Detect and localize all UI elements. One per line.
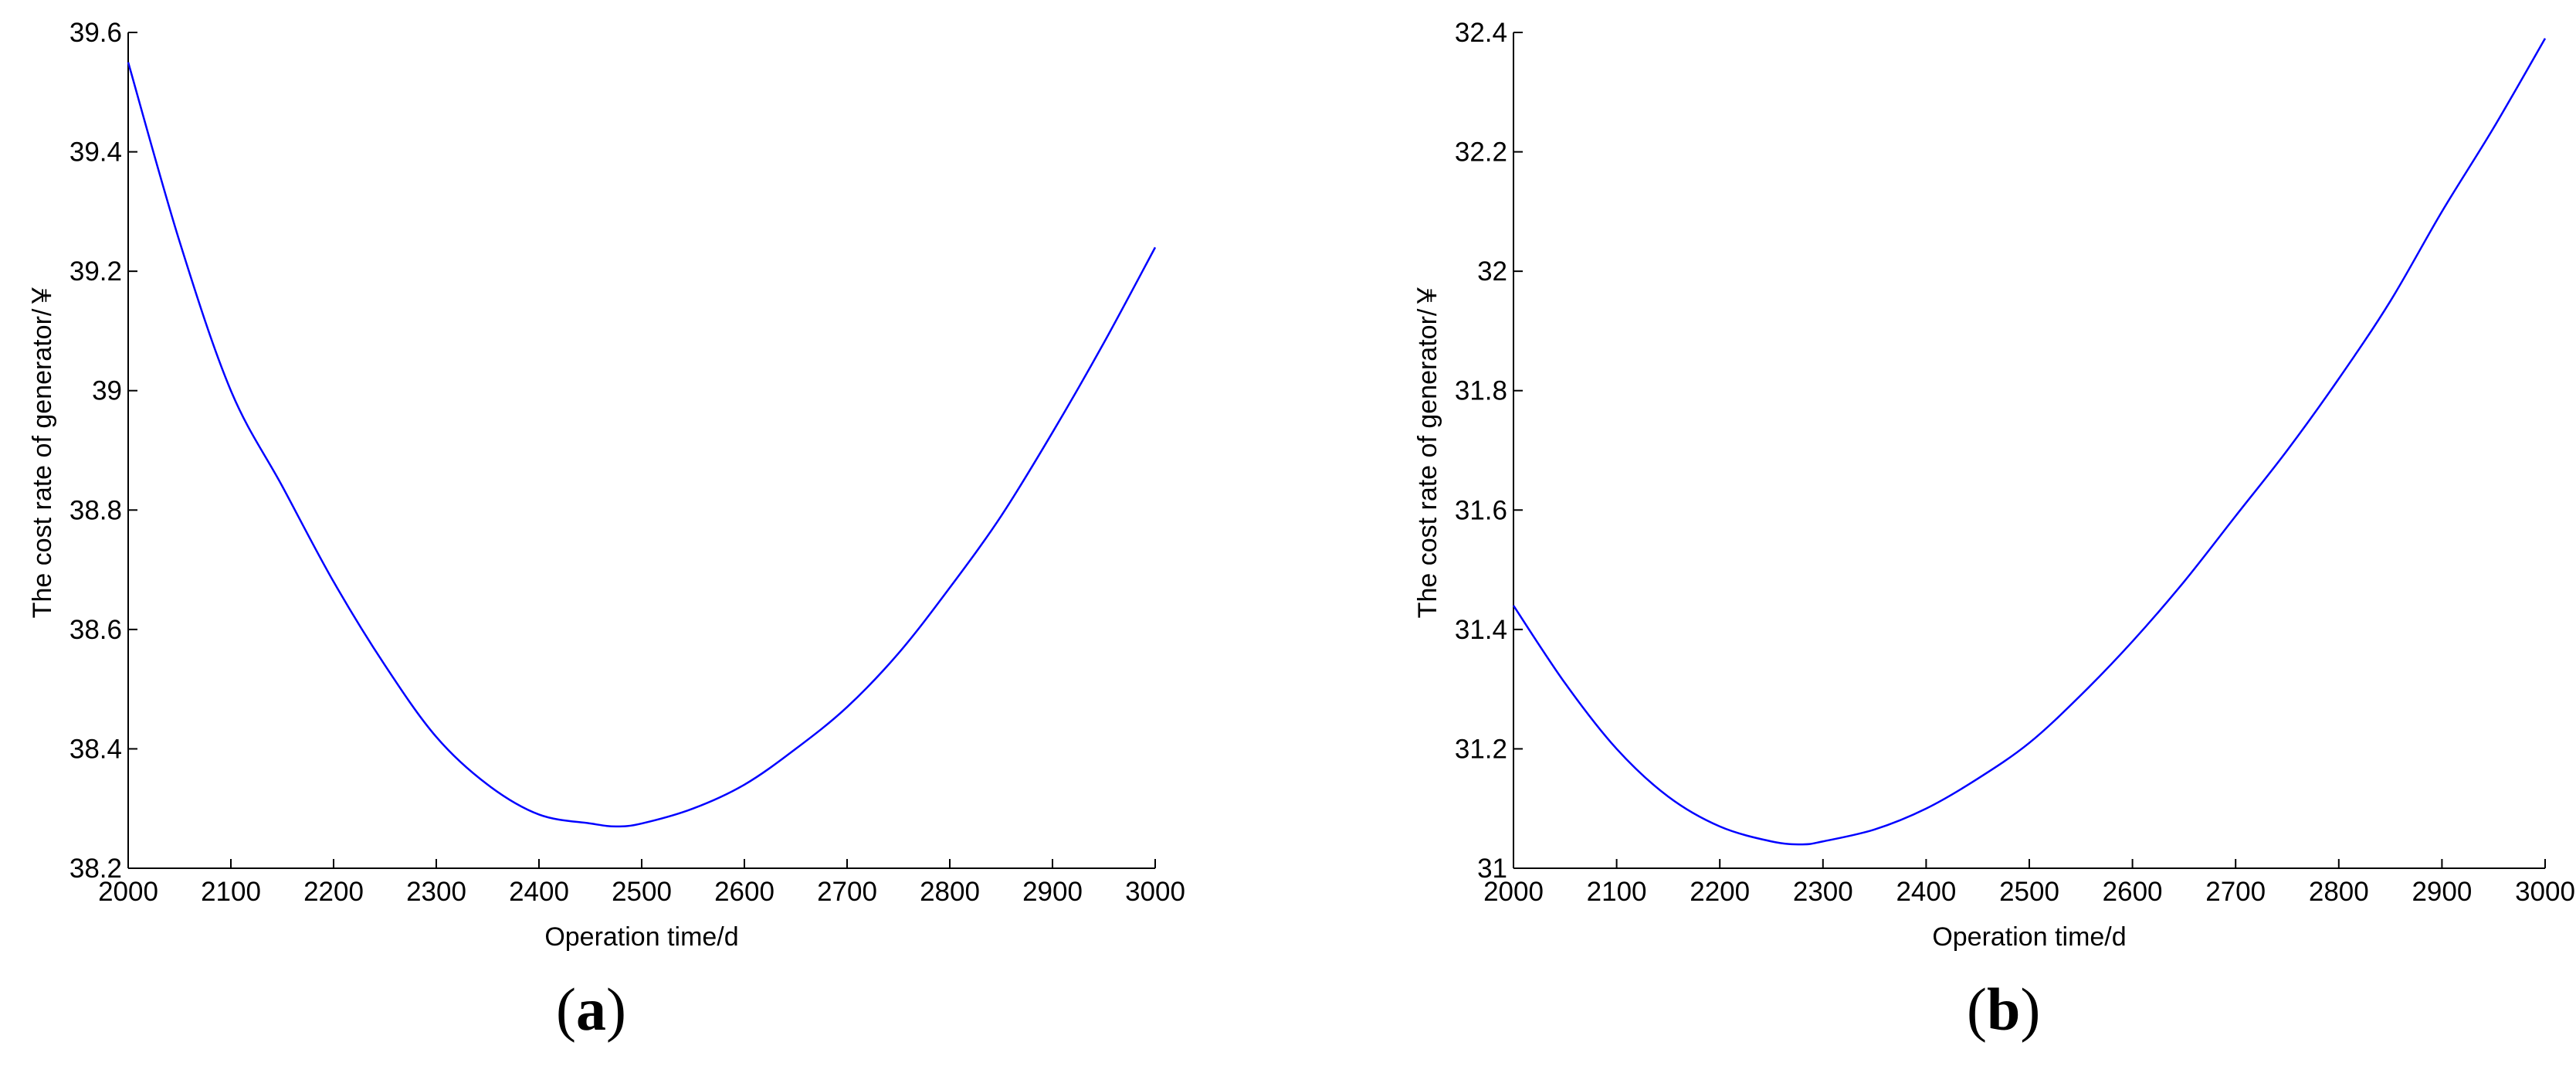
x-tick-label: 2500 <box>612 877 672 907</box>
panel-label-b: (b) <box>1967 976 2041 1043</box>
x-tick-label: 3000 <box>1125 877 1185 907</box>
x-axis-label: Operation time/d <box>1932 922 2126 952</box>
chart-panel-a: 2000 2100 2200 2300 2400 2500 2600 2700 2800 2900… <box>28 18 1185 1043</box>
y-tick-label: 39.6 <box>69 18 122 48</box>
x-tick-label: 2300 <box>406 877 466 907</box>
y-tick-label: 32 <box>1477 256 1507 287</box>
x-tick-label: 2400 <box>509 877 569 907</box>
series-line-a <box>127 62 1157 828</box>
series-line-b <box>1512 38 2547 846</box>
y-tick-label: 32.2 <box>1455 137 1507 168</box>
x-tick-label: 2200 <box>1690 877 1750 907</box>
line-chart-a: 2000 2100 2200 2300 2400 2500 2600 2700 2800 2900… <box>28 18 1185 952</box>
y-tick-label: 39 <box>92 376 122 406</box>
x-tick-label: 2100 <box>1587 877 1647 907</box>
panel-label-a: (a) <box>556 976 626 1043</box>
x-tick-label: 2000 <box>1483 877 1544 907</box>
x-tick-label: 2600 <box>2103 877 2163 907</box>
x-tick-label: 2900 <box>1022 877 1083 907</box>
y-tick-label: 38.2 <box>69 854 122 884</box>
y-tick-label: 38.6 <box>69 615 122 645</box>
x-axis-label: Operation time/d <box>544 922 738 952</box>
x-tick-label: 2800 <box>2309 877 2369 907</box>
y-tick-label: 31.4 <box>1455 615 1507 645</box>
x-tick-label: 2500 <box>1999 877 2059 907</box>
y-axis-label: The cost rate of generator/￥ <box>28 283 57 619</box>
y-axis-label: The cost rate of generator/￥ <box>1413 283 1442 619</box>
y-tick-label: 31.8 <box>1455 376 1507 406</box>
x-tick-label: 2900 <box>2412 877 2472 907</box>
y-tick-label: 31.6 <box>1455 495 1507 525</box>
x-tick-label: 3000 <box>2515 877 2575 907</box>
x-tick-label: 2600 <box>714 877 774 907</box>
y-tick-label: 31 <box>1477 854 1507 884</box>
y-tick-label: 32.4 <box>1455 18 1507 48</box>
line-chart-b: 2000 2100 2200 2300 2400 2500 2600 2700 2800 2900… <box>1413 18 2575 952</box>
x-tick-label: 2100 <box>201 877 261 907</box>
axes-a: 2000 2100 2200 2300 2400 2500 2600 2700 2800 2900… <box>28 18 1185 952</box>
x-tick-label: 2400 <box>1896 877 1956 907</box>
x-tick-label: 2700 <box>2205 877 2266 907</box>
x-tick-label: 2200 <box>303 877 364 907</box>
x-tick-label: 2000 <box>98 877 158 907</box>
y-tick-label: 31.2 <box>1455 734 1507 764</box>
x-tick-label: 2800 <box>920 877 980 907</box>
y-tick-label: 39.2 <box>69 256 122 287</box>
panel-letter-a: a <box>575 976 606 1043</box>
y-tick-label: 39.4 <box>69 137 122 168</box>
chart-panel-b: 2000 2100 2200 2300 2400 2500 2600 2700 2800 2900… <box>1390 0 2576 1083</box>
y-tick-label: 38.4 <box>69 734 122 764</box>
y-tick-label: 38.8 <box>69 495 122 525</box>
axes-b: 2000 2100 2200 2300 2400 2500 2600 2700 2800 2900… <box>1413 18 2575 952</box>
x-tick-label: 2300 <box>1793 877 1853 907</box>
x-tick-label: 2700 <box>817 877 877 907</box>
panel-letter-b: b <box>1986 976 2021 1043</box>
